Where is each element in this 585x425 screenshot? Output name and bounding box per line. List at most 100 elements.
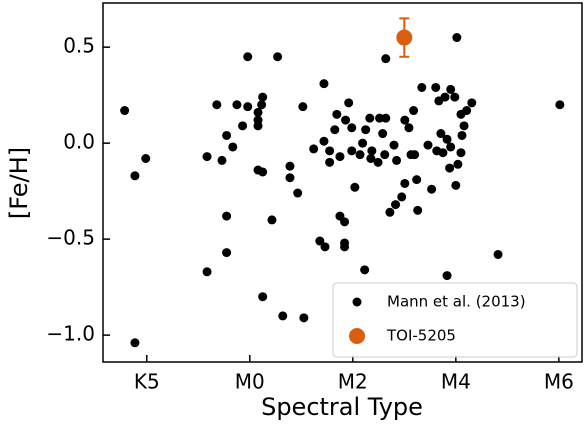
point [373,157,383,167]
point [417,82,427,92]
legend-box [332,282,578,358]
point [436,129,446,139]
point [278,311,288,321]
point [446,84,456,94]
point [350,182,360,192]
point [330,125,340,135]
point [385,207,395,217]
point [375,113,385,123]
point [340,242,350,252]
point [366,154,376,164]
point [258,292,268,302]
point [232,100,242,110]
plot-frame [102,2,583,363]
point [412,175,422,185]
point [285,173,295,183]
y-tick-label: −0.5 [46,226,95,250]
x-tick-label: M0 [235,370,265,394]
y-tick-label: 0.5 [63,34,95,58]
point [335,152,345,162]
point [222,130,232,140]
point [120,106,130,116]
point [457,130,467,140]
point [413,205,423,215]
point [423,140,433,150]
point [431,82,441,92]
point [222,248,232,258]
x-tick-label: M2 [338,370,368,394]
point [442,134,452,144]
point [397,192,407,202]
point [365,113,375,123]
point [392,155,402,165]
point [456,148,466,158]
x-tick-label: M4 [441,370,471,394]
point [493,249,503,259]
point [285,161,295,171]
point [459,121,469,131]
point [347,146,357,156]
point [381,54,391,64]
point [332,109,342,119]
point [344,98,354,108]
y-tick-label: 0.0 [63,130,95,154]
point [141,154,151,164]
point [325,157,335,167]
point [462,106,472,116]
point [404,123,414,133]
point [410,150,420,160]
point [325,146,335,156]
point [320,242,330,252]
point [202,267,212,277]
point [355,150,365,160]
point [446,142,456,152]
x-tick-label: K5 [134,370,160,394]
point [293,188,303,198]
point [319,79,329,89]
point [257,100,267,110]
point [440,92,450,102]
point [217,155,227,165]
point [378,129,388,139]
point [555,100,565,110]
point [427,184,437,194]
point [298,102,308,112]
point [445,163,455,173]
point [267,215,277,225]
point [358,138,368,148]
x-axis-label: Spectral Type [261,393,423,421]
point [442,271,452,281]
y-axis-label: [Fe/H] [5,147,33,219]
point [315,236,325,246]
point [319,136,329,146]
point [273,52,283,62]
point [381,113,391,123]
point [202,152,212,162]
x-tick-label: M6 [544,370,574,394]
point [253,107,263,117]
point [253,121,263,131]
legend-label: Mann et al. (2013) [387,293,526,311]
point [243,52,253,62]
point [367,146,377,156]
point [389,140,399,150]
point [360,265,370,275]
point [347,123,357,133]
point [238,121,248,131]
legend-label: TOI-5205 [386,327,456,345]
point [243,102,253,112]
point [228,142,238,152]
point [361,125,371,135]
point [258,167,268,177]
point [451,180,461,190]
point [400,178,410,188]
point [391,200,401,210]
point [299,313,309,323]
point [438,148,448,158]
point [309,144,319,154]
point [380,150,390,160]
legend-marker [352,297,362,307]
point [467,98,477,108]
point [130,171,140,181]
point [400,115,410,125]
